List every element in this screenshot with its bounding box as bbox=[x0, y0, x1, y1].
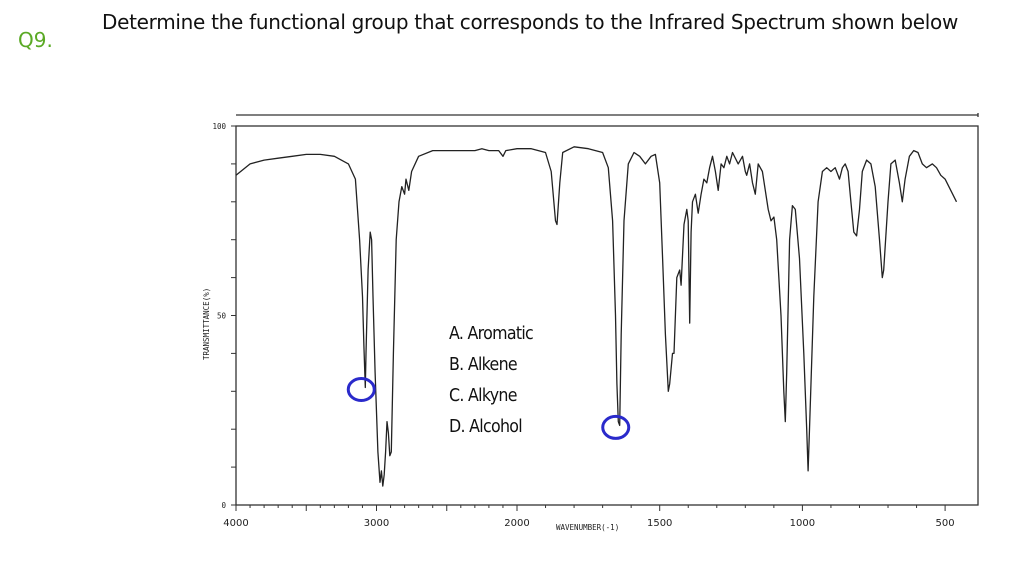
option-b[interactable]: B. Alkene bbox=[449, 354, 518, 375]
y-axis-ticks: 0 50 100 bbox=[212, 122, 236, 510]
option-d[interactable]: D. Alcohol bbox=[449, 416, 523, 437]
x-tick-label: 4000 bbox=[223, 518, 248, 529]
option-c[interactable]: C. Alkyne bbox=[449, 385, 518, 406]
x-tick-label: 1000 bbox=[790, 518, 815, 529]
highlight-circle bbox=[601, 414, 631, 440]
x-tick-label: 1500 bbox=[647, 518, 672, 529]
answer-options: A. Aromatic B. Alkene C. Alkyne D. Alcoh… bbox=[449, 318, 545, 442]
highlight-circle bbox=[346, 377, 376, 403]
x-tick-label: 500 bbox=[936, 518, 955, 529]
y-tick-label: 50 bbox=[217, 312, 227, 321]
y-tick-label: 0 bbox=[221, 501, 226, 510]
x-tick-label: 2000 bbox=[504, 518, 529, 529]
plot-frame bbox=[235, 125, 979, 506]
x-tick-label: 3000 bbox=[364, 518, 389, 529]
x-axis-label: WAVENUMBER(-1) bbox=[556, 523, 619, 532]
annotation-circles bbox=[346, 377, 631, 440]
question-number: Q9. bbox=[18, 28, 53, 52]
x-axis-ticks: 4000 3000 2000 1500 1000 500 bbox=[223, 505, 955, 529]
y-axis-label: TRANSMITTANCE(%) bbox=[202, 288, 211, 360]
y-tick-label: 100 bbox=[212, 122, 226, 131]
question-prompt: Determine the functional group that corr… bbox=[102, 10, 959, 34]
spectrum-line bbox=[235, 146, 958, 487]
option-a[interactable]: A. Aromatic bbox=[449, 323, 534, 344]
